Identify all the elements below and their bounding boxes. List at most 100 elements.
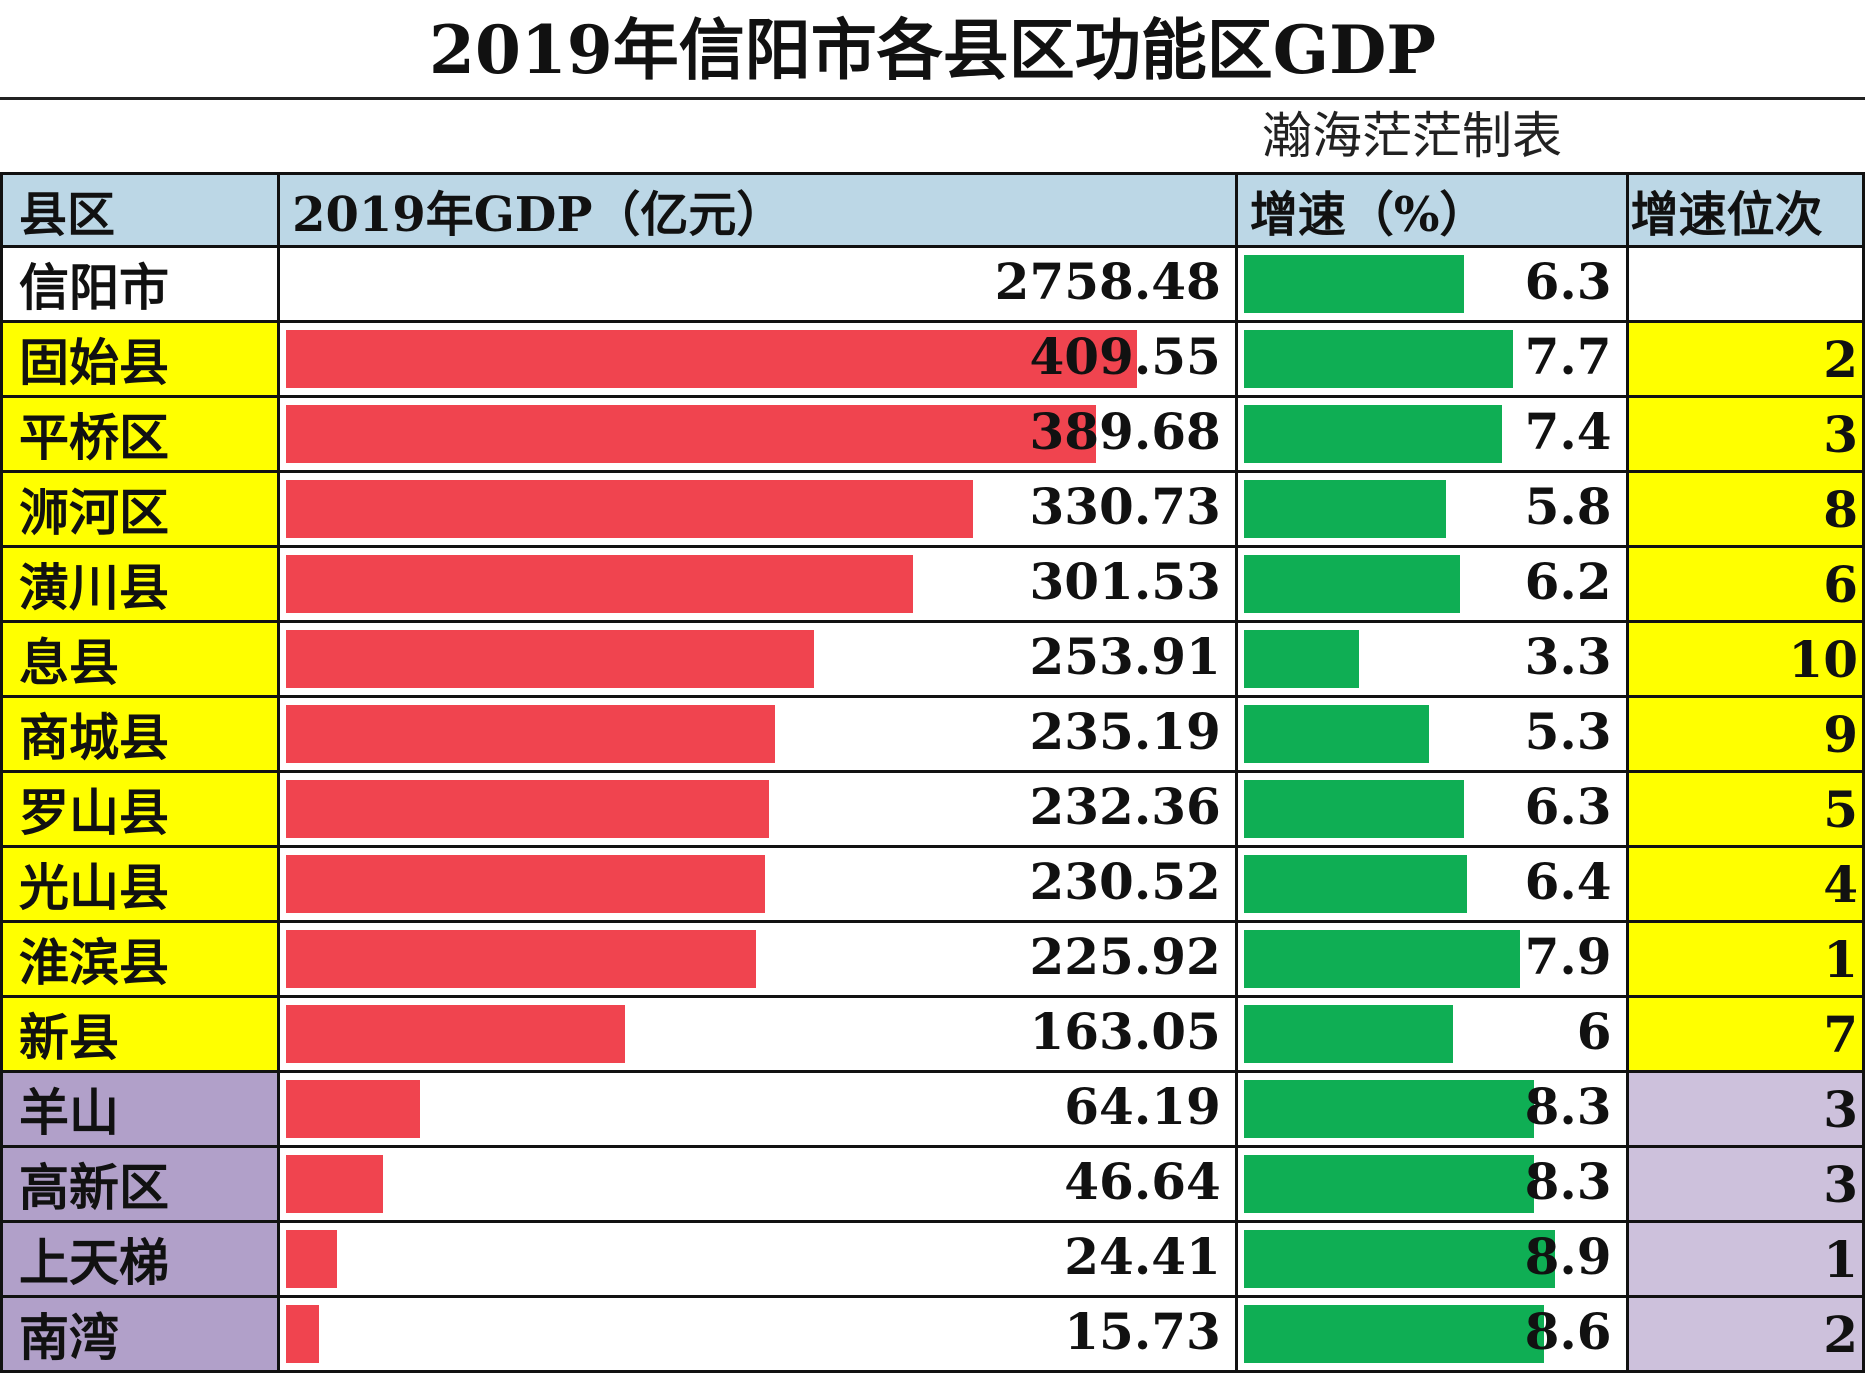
rank-value: 1 <box>1625 1220 1865 1298</box>
growth-value: 6.2 <box>1524 552 1612 611</box>
growth-cell: 8.6 <box>1234 1295 1629 1373</box>
gdp-cell: 163.05 <box>277 995 1238 1073</box>
gdp-bar <box>286 930 756 988</box>
growth-cell: 6.2 <box>1234 545 1629 623</box>
gdp-bar <box>286 1230 337 1288</box>
rank-value: 3 <box>1625 1145 1865 1223</box>
rank-value: 8 <box>1625 470 1865 548</box>
growth-cell: 6.3 <box>1234 770 1629 848</box>
growth-value: 6.4 <box>1524 852 1612 911</box>
county-name: 高新区 <box>0 1145 281 1223</box>
table-row: 南湾 15.73 8.6 2 <box>0 1295 1865 1373</box>
gdp-bar <box>286 1155 384 1213</box>
gdp-value: 24.41 <box>1064 1227 1221 1286</box>
table-row: 新县 163.05 6 7 <box>0 995 1865 1073</box>
gdp-cell: 230.52 <box>277 845 1238 923</box>
county-name: 平桥区 <box>0 395 281 473</box>
chart-title: 2019年信阳市各县区功能区GDP <box>0 0 1865 100</box>
growth-cell: 6.3 <box>1234 245 1629 323</box>
gdp-value: 15.73 <box>1064 1302 1221 1361</box>
gdp-value: 232.36 <box>1029 777 1221 836</box>
rank-value: 1 <box>1625 920 1865 998</box>
gdp-value: 2758.48 <box>994 252 1221 311</box>
growth-bar <box>1243 255 1464 313</box>
county-name: 南湾 <box>0 1295 281 1373</box>
growth-value: 5.8 <box>1524 477 1612 536</box>
growth-value: 8.3 <box>1524 1077 1612 1136</box>
rank-value: 6 <box>1625 545 1865 623</box>
growth-bar <box>1243 780 1464 838</box>
gdp-table: 县区 2019年GDP（亿元） 增速（%） 增速位次 信阳市 2758.48 6.3… <box>0 172 1865 1373</box>
county-name: 固始县 <box>0 320 281 398</box>
table-row: 高新区 46.64 8.3 3 <box>0 1145 1865 1223</box>
county-name: 新县 <box>0 995 281 1073</box>
gdp-cell: 235.19 <box>277 695 1238 773</box>
growth-cell: 5.8 <box>1234 470 1629 548</box>
table-row: 羊山 64.19 8.3 3 <box>0 1070 1865 1148</box>
table-row: 商城县 235.19 5.3 9 <box>0 695 1865 773</box>
gdp-cell: 409.55 <box>277 320 1238 398</box>
gdp-value: 253.91 <box>1029 627 1221 686</box>
table-row: 息县 253.91 3.3 10 <box>0 620 1865 698</box>
gdp-value: 230.52 <box>1029 852 1221 911</box>
growth-bar <box>1243 1305 1545 1363</box>
gdp-cell: 232.36 <box>277 770 1238 848</box>
growth-cell: 3.3 <box>1234 620 1629 698</box>
gdp-bar <box>286 330 1138 388</box>
growth-cell: 6.4 <box>1234 845 1629 923</box>
county-name: 上天梯 <box>0 1220 281 1298</box>
gdp-value: 163.05 <box>1029 1002 1221 1061</box>
growth-bar <box>1243 1080 1534 1138</box>
growth-value: 8.9 <box>1524 1227 1612 1286</box>
rank-value <box>1625 245 1865 323</box>
growth-bar <box>1243 1155 1534 1213</box>
growth-value: 3.3 <box>1524 627 1612 686</box>
county-name: 潢川县 <box>0 545 281 623</box>
gdp-bar <box>286 855 766 913</box>
gdp-value: 301.53 <box>1029 552 1221 611</box>
growth-cell: 7.4 <box>1234 395 1629 473</box>
gdp-cell: 15.73 <box>277 1295 1238 1373</box>
growth-cell: 8.3 <box>1234 1070 1629 1148</box>
gdp-cell: 389.68 <box>277 395 1238 473</box>
growth-value: 6 <box>1576 1002 1612 1061</box>
gdp-bar <box>286 630 814 688</box>
header-county: 县区 <box>0 172 281 248</box>
growth-bar <box>1243 705 1429 763</box>
gdp-cell: 2758.48 <box>277 245 1238 323</box>
table-row: 光山县 230.52 6.4 4 <box>0 845 1865 923</box>
rank-value: 7 <box>1625 995 1865 1073</box>
gdp-bar <box>286 405 1097 463</box>
rank-value: 3 <box>1625 1070 1865 1148</box>
growth-bar <box>1243 630 1359 688</box>
gdp-bar <box>286 1005 626 1063</box>
gdp-bar <box>286 555 913 613</box>
gdp-value: 225.92 <box>1029 927 1221 986</box>
county-name: 羊山 <box>0 1070 281 1148</box>
rank-value: 2 <box>1625 320 1865 398</box>
county-name: 淮滨县 <box>0 920 281 998</box>
header-row: 县区 2019年GDP（亿元） 增速（%） 增速位次 <box>0 172 1865 248</box>
growth-bar <box>1243 330 1513 388</box>
growth-bar <box>1243 405 1503 463</box>
growth-value: 8.3 <box>1524 1152 1612 1211</box>
gdp-cell: 64.19 <box>277 1070 1238 1148</box>
growth-bar <box>1243 930 1520 988</box>
growth-value: 5.3 <box>1524 702 1612 761</box>
header-rank: 增速位次 <box>1625 172 1865 248</box>
header-gdp: 2019年GDP（亿元） <box>277 172 1238 248</box>
growth-cell: 7.7 <box>1234 320 1629 398</box>
rank-value: 4 <box>1625 845 1865 923</box>
growth-value: 6.3 <box>1524 777 1612 836</box>
gdp-cell: 24.41 <box>277 1220 1238 1298</box>
rank-value: 9 <box>1625 695 1865 773</box>
table-row: 平桥区 389.68 7.4 3 <box>0 395 1865 473</box>
table-row: 固始县 409.55 7.7 2 <box>0 320 1865 398</box>
gdp-value: 64.19 <box>1064 1077 1221 1136</box>
growth-bar <box>1243 555 1461 613</box>
credit-label: 瀚海茫茫制表 <box>1262 107 1562 165</box>
gdp-cell: 301.53 <box>277 545 1238 623</box>
growth-cell: 8.3 <box>1234 1145 1629 1223</box>
county-name: 商城县 <box>0 695 281 773</box>
header-growth: 增速（%） <box>1234 172 1629 248</box>
